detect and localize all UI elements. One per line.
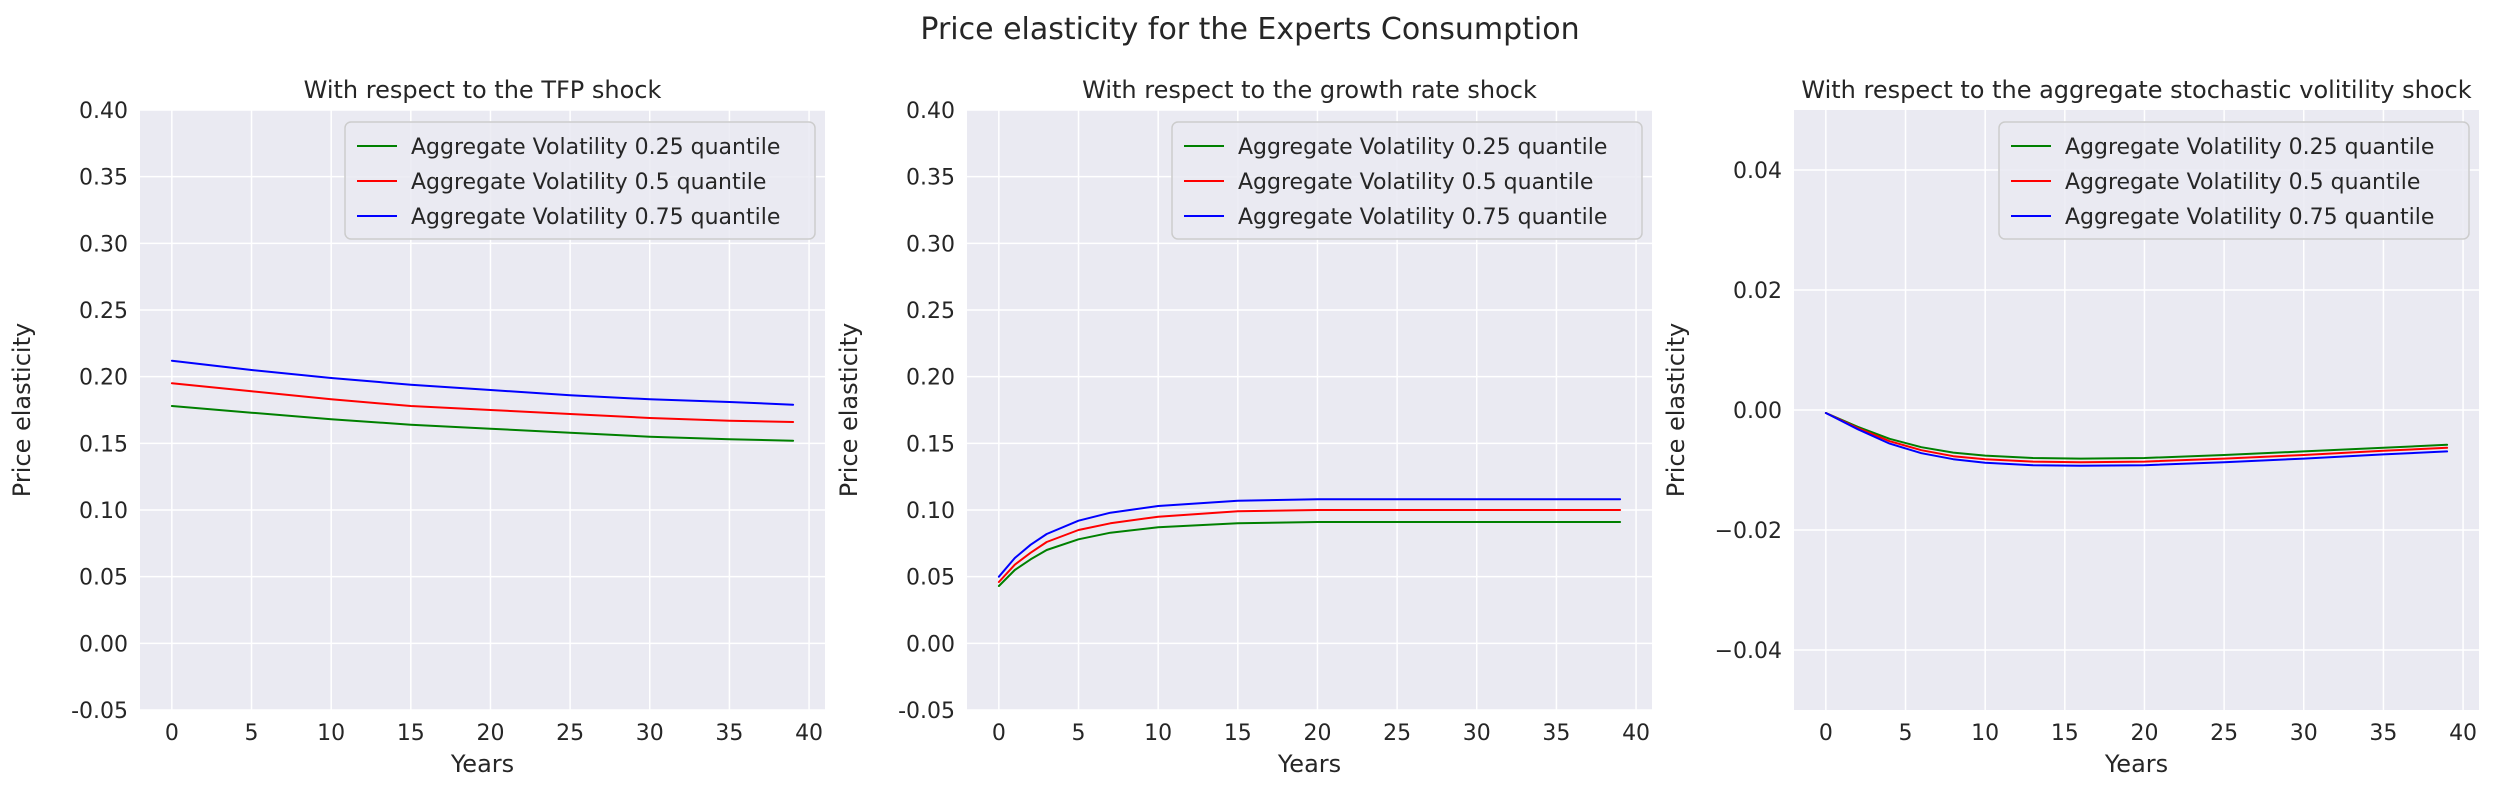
y-axis-label: Price elasticity xyxy=(1662,323,1690,497)
y-tick-label: 0.40 xyxy=(79,99,128,124)
tick-labels: 0 5 10 15 20 25 30 35 40 -0.05 0.00 0.05 0.10 0.15 0.2… xyxy=(71,99,823,746)
legend-label: Aggregate Volatility 0.25 quantile xyxy=(411,135,780,160)
x-tick-label: 20 xyxy=(476,721,504,746)
x-tick-label: 20 xyxy=(2130,721,2158,746)
y-tick-label: 0.00 xyxy=(79,632,128,657)
y-tick-label: 0.25 xyxy=(79,299,128,324)
y-tick-label: 0.05 xyxy=(79,566,128,591)
x-tick-label: 30 xyxy=(1463,721,1491,746)
x-tick-label: 10 xyxy=(1971,721,1999,746)
x-tick-label: 0 xyxy=(1819,721,1833,746)
legend-label: Aggregate Volatility 0.75 quantile xyxy=(411,205,780,230)
x-tick-label: 30 xyxy=(636,721,664,746)
x-tick-label: 20 xyxy=(1303,721,1331,746)
y-tick-label: 0.35 xyxy=(906,166,955,191)
x-tick-label: 0 xyxy=(165,721,179,746)
series-line-2 xyxy=(170,382,795,423)
y-tick-label: 0.30 xyxy=(79,232,128,257)
legend-label: Aggregate Volatility 0.5 quantile xyxy=(1238,170,1593,195)
series-line-3 xyxy=(170,359,795,406)
y-tick-label: 0.20 xyxy=(906,366,955,391)
panel-title: With respect to the TFP shock xyxy=(304,76,662,104)
x-tick-label: 35 xyxy=(2369,721,2397,746)
x-tick-label: 10 xyxy=(1144,721,1172,746)
x-tick-label: 35 xyxy=(715,721,743,746)
x-tick-label: 25 xyxy=(556,721,584,746)
x-axis-label: Years xyxy=(450,750,514,778)
y-tick-label: −0.02 xyxy=(1715,519,1782,544)
chart-panel-2: 0 5 10 15 20 25 30 35 40 -0.05 0.00 0.05 0.10 0.15 0.2… xyxy=(835,76,1652,778)
legend-label: Aggregate Volatility 0.75 quantile xyxy=(2065,205,2434,230)
legend-label: Aggregate Volatility 0.25 quantile xyxy=(1238,135,1607,160)
x-tick-label: 30 xyxy=(2290,721,2318,746)
y-tick-label: 0.02 xyxy=(1733,279,1782,304)
y-tick-label: 0.15 xyxy=(906,432,955,457)
tick-labels: 0 5 10 15 20 25 30 35 40 -0.05 0.00 0.05 0.10 0.15 0.2… xyxy=(898,99,1650,746)
y-tick-label: 0.20 xyxy=(79,366,128,391)
legend-box xyxy=(344,121,816,240)
x-tick-label: 35 xyxy=(1542,721,1570,746)
x-tick-label: 40 xyxy=(1622,721,1650,746)
x-tick-label: 5 xyxy=(1899,721,1913,746)
y-tick-label: 0.25 xyxy=(906,299,955,324)
x-tick-label: 5 xyxy=(245,721,259,746)
y-tick-label: 0.35 xyxy=(79,166,128,191)
x-tick-label: 15 xyxy=(2051,721,2079,746)
x-tick-label: 5 xyxy=(1072,721,1086,746)
y-tick-label: 0.04 xyxy=(1733,159,1782,184)
x-tick-label: 10 xyxy=(317,721,345,746)
x-tick-label: 25 xyxy=(2210,721,2238,746)
x-tick-label: 15 xyxy=(397,721,425,746)
legend: Aggregate Volatility 0.25 quantile Aggreg… xyxy=(344,121,816,240)
legend-label: Aggregate Volatility 0.5 quantile xyxy=(2065,170,2420,195)
x-axis-label: Years xyxy=(1277,750,1341,778)
y-tick-label: 0.40 xyxy=(906,99,955,124)
chart-panel-3: 0 5 10 15 20 25 30 35 40 −0.04 −0.02 0.00 0.02 0.04 Wi… xyxy=(1662,76,2479,778)
y-tick-label: 0.00 xyxy=(1733,399,1782,424)
legend-label: Aggregate Volatility 0.75 quantile xyxy=(1238,205,1607,230)
y-tick-label: -0.05 xyxy=(898,699,955,724)
y-tick-label: 0.05 xyxy=(906,566,955,591)
series-lines xyxy=(170,359,795,442)
series-line-1 xyxy=(170,405,795,442)
x-tick-label: 40 xyxy=(795,721,823,746)
y-axis-label: Price elasticity xyxy=(8,323,36,497)
x-tick-label: 25 xyxy=(1383,721,1411,746)
series-line-2 xyxy=(997,509,1622,583)
legend: Aggregate Volatility 0.25 quantile Aggreg… xyxy=(1171,121,1643,240)
x-axis-label: Years xyxy=(2104,750,2168,778)
figure-title: Price elasticity for the Experts Consump… xyxy=(920,12,1579,47)
legend-label: Aggregate Volatility 0.25 quantile xyxy=(2065,135,2434,160)
y-tick-label: 0.15 xyxy=(79,432,128,457)
series-line-3 xyxy=(997,498,1622,578)
series-lines xyxy=(1824,412,2449,467)
chart-panel-1: 0 5 10 15 20 25 30 35 40 -0.05 0.00 0.05 0.10 0.15 0.2… xyxy=(8,76,825,778)
panel-title: With respect to the growth rate shock xyxy=(1082,76,1537,104)
x-tick-label: 0 xyxy=(992,721,1006,746)
series-line-1 xyxy=(1824,412,2449,460)
panel-title: With respect to the aggregate stochastic… xyxy=(1801,76,2471,104)
panels: 0 5 10 15 20 25 30 35 40 -0.05 0.00 0.05 0.10 0.15 0.2… xyxy=(8,76,2479,778)
legend-label: Aggregate Volatility 0.5 quantile xyxy=(411,170,766,195)
series-line-2 xyxy=(1824,412,2449,464)
x-tick-label: 40 xyxy=(2449,721,2477,746)
series-line-1 xyxy=(997,521,1622,587)
series-lines xyxy=(997,498,1622,587)
y-tick-label: 0.10 xyxy=(906,499,955,524)
y-tick-label: 0.10 xyxy=(79,499,128,524)
legend-box xyxy=(1998,121,2470,240)
x-tick-label: 15 xyxy=(1224,721,1252,746)
legend: Aggregate Volatility 0.25 quantile Aggreg… xyxy=(1998,121,2470,240)
y-tick-label: −0.04 xyxy=(1715,639,1782,664)
y-axis-label: Price elasticity xyxy=(835,323,863,497)
series-line-3 xyxy=(1824,412,2449,467)
legend-box xyxy=(1171,121,1643,240)
y-tick-label: 0.30 xyxy=(906,232,955,257)
tick-labels: 0 5 10 15 20 25 30 35 40 −0.04 −0.02 0.00 0.02 0.04 xyxy=(1715,159,2477,746)
y-tick-label: -0.05 xyxy=(71,699,128,724)
y-tick-label: 0.00 xyxy=(906,632,955,657)
